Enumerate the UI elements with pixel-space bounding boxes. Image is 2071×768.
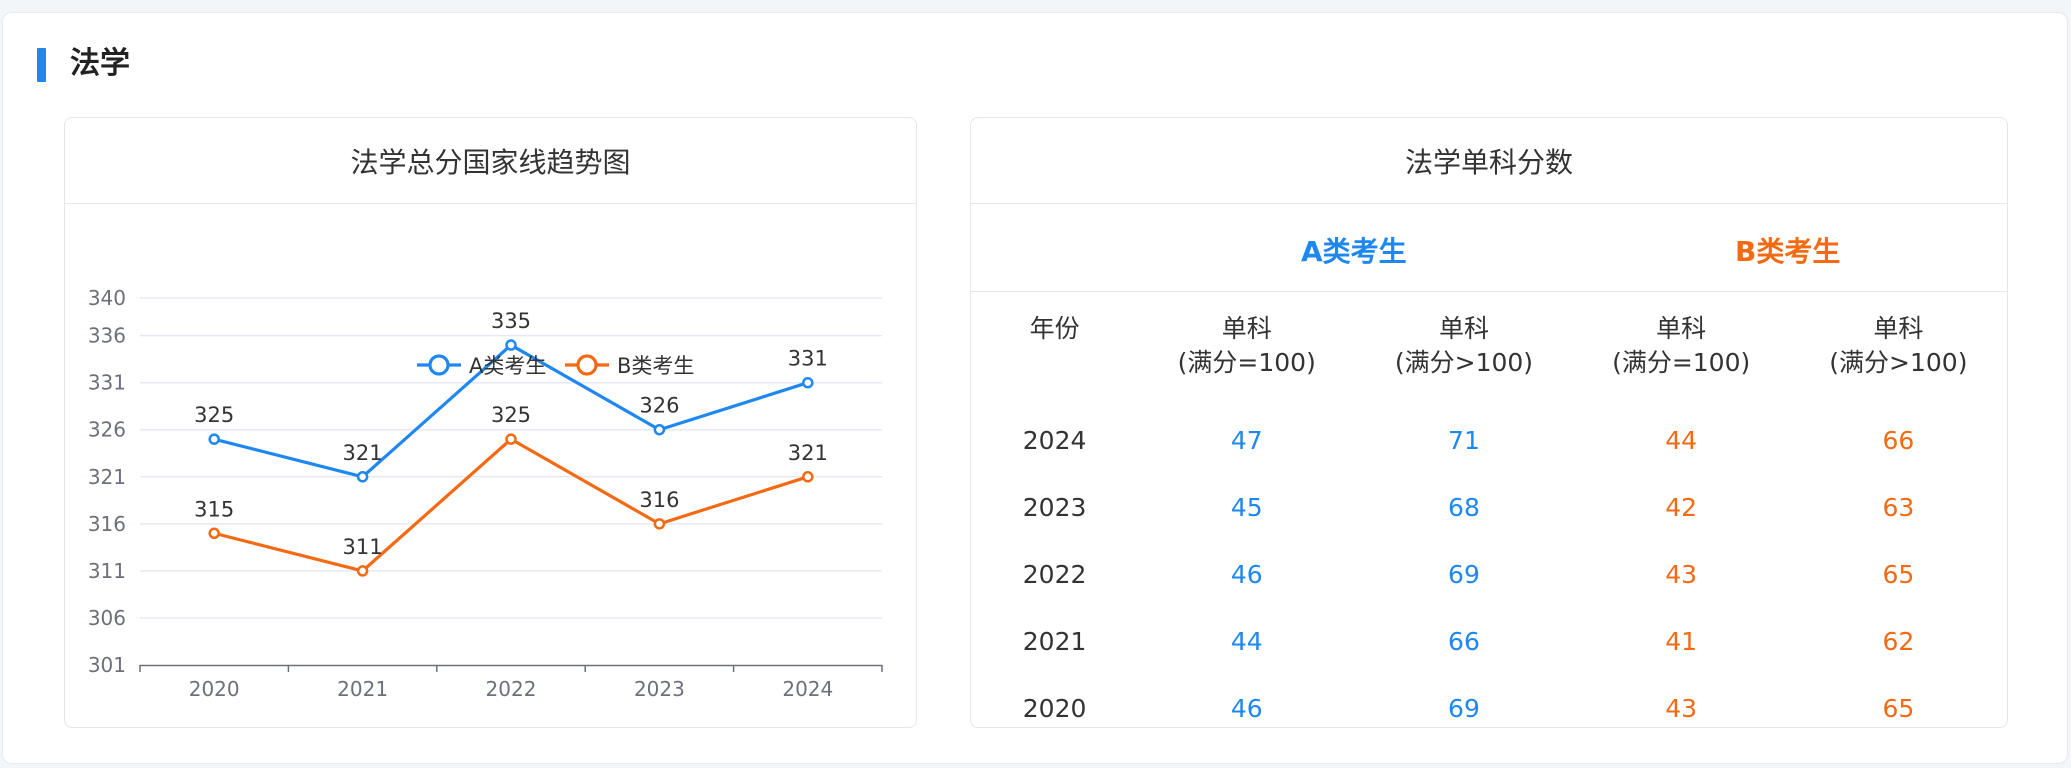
col-header-year: 年份 bbox=[971, 292, 1138, 407]
cell-year: 2022 bbox=[1022, 560, 1087, 589]
cell-a100: 45 bbox=[1230, 493, 1263, 522]
y-tick-label: 311 bbox=[88, 559, 126, 583]
cell-b-gt100: 66 bbox=[1882, 426, 1915, 455]
col-header-b100: 单科 (满分=100) bbox=[1573, 292, 1790, 407]
table-row: 2023 45 68 42 63 bbox=[971, 474, 2007, 541]
cell-a-gt100: 69 bbox=[1448, 694, 1480, 723]
header-divider bbox=[971, 291, 2007, 292]
score-table: 年份 单科 (满分=100) 单科 (满分>100) 单科 (满分=100) 单科 (满… bbox=[971, 292, 2007, 727]
data-point bbox=[653, 518, 666, 530]
section-title: 法学 bbox=[70, 46, 130, 81]
type-b-label: B类考生 bbox=[1735, 235, 1841, 268]
data-point bbox=[653, 423, 666, 436]
data-point bbox=[356, 565, 369, 577]
y-tick-label: 316 bbox=[88, 512, 126, 536]
score-table-title: 法学单科分数 bbox=[971, 118, 2007, 204]
table-row: 2022 46 69 43 65 bbox=[971, 541, 2007, 608]
data-label: 331 bbox=[788, 347, 828, 371]
cell-year: 2021 bbox=[1022, 627, 1087, 656]
col-header-a-gt100-label: 单科 (满分>100) bbox=[1394, 314, 1534, 377]
data-label: 321 bbox=[343, 441, 383, 465]
col-header-b-gt100-label: 单科 (满分>100) bbox=[1829, 314, 1968, 377]
cell-a100: 47 bbox=[1230, 426, 1263, 455]
legend-marker-a bbox=[428, 354, 450, 376]
cell-year: 2024 bbox=[1022, 426, 1087, 455]
chart-card-title: 法学总分国家线趋势图 bbox=[65, 118, 916, 204]
y-tick-label: 336 bbox=[88, 324, 126, 348]
col-header-a-gt100: 单科 (满分>100) bbox=[1355, 292, 1572, 407]
col-header-b100-label: 单科 (满分=100) bbox=[1612, 314, 1751, 377]
data-point bbox=[505, 433, 517, 445]
table-row: 2021 44 66 41 62 bbox=[971, 608, 2007, 675]
data-label: 325 bbox=[194, 403, 234, 427]
table-row: 2020 46 69 43 65 bbox=[971, 675, 2007, 727]
type-a-label: A类考生 bbox=[1301, 235, 1407, 268]
x-tick-label: 2020 bbox=[189, 677, 240, 701]
y-tick-label: 326 bbox=[88, 418, 126, 442]
data-label: 316 bbox=[639, 488, 679, 512]
cell-a-gt100: 71 bbox=[1448, 426, 1480, 455]
chart-card: 法学总分国家线趋势图 301 306 311 316 321 326 331 336 340 20… bbox=[64, 117, 917, 728]
x-tick-label: 2024 bbox=[782, 677, 833, 701]
cell-b100: 42 bbox=[1665, 493, 1698, 522]
data-point bbox=[802, 471, 814, 483]
line-chart: 301 306 311 316 321 326 331 336 340 2020 2021 2022 2… bbox=[88, 286, 883, 701]
legend-label-a: A类考生 bbox=[469, 354, 546, 378]
y-tick-label: 340 bbox=[88, 286, 126, 310]
data-label: 311 bbox=[343, 535, 383, 559]
cell-a-gt100: 68 bbox=[1448, 493, 1480, 522]
cell-b-gt100: 63 bbox=[1882, 493, 1915, 522]
cell-a-gt100: 69 bbox=[1448, 560, 1480, 589]
score-table-header-row: 年份 单科 (满分=100) 单科 (满分>100) 单科 (满分=100) 单科 (满… bbox=[971, 292, 2007, 407]
cell-a-gt100: 66 bbox=[1448, 627, 1480, 656]
data-point bbox=[356, 471, 369, 483]
series-line-b bbox=[213, 437, 809, 573]
col-header-year-label: 年份 bbox=[1029, 314, 1080, 343]
data-label: 315 bbox=[194, 497, 234, 521]
y-tick-label: 301 bbox=[88, 653, 126, 677]
cell-b-gt100: 65 bbox=[1882, 560, 1915, 589]
data-label: 325 bbox=[491, 403, 531, 427]
cell-a100: 46 bbox=[1230, 694, 1263, 723]
cell-a100: 46 bbox=[1230, 560, 1263, 589]
col-header-a100: 单科 (满分=100) bbox=[1138, 292, 1355, 407]
col-header-a100-label: 单科 (满分=100) bbox=[1177, 314, 1316, 377]
y-tick-label: 306 bbox=[88, 606, 126, 630]
data-point bbox=[505, 339, 517, 351]
data-point bbox=[208, 433, 220, 445]
section-accent-bar bbox=[37, 48, 46, 82]
cell-year: 2020 bbox=[1022, 694, 1087, 723]
cell-b100: 43 bbox=[1665, 694, 1698, 723]
data-label: 321 bbox=[788, 441, 828, 465]
cell-b100: 44 bbox=[1665, 426, 1698, 455]
y-tick-label: 321 bbox=[88, 465, 126, 489]
x-tick-label: 2023 bbox=[634, 677, 685, 701]
cell-b100: 41 bbox=[1665, 627, 1698, 656]
cell-b-gt100: 62 bbox=[1882, 627, 1915, 656]
cell-a100: 44 bbox=[1230, 627, 1263, 656]
legend-marker-b bbox=[576, 354, 598, 376]
score-table-card: 法学单科分数 A类考生 B类考生 年份 单科 (满分=100) 单科 (满分>100… bbox=[970, 117, 2008, 728]
x-tick-label: 2022 bbox=[486, 677, 537, 701]
cell-year: 2023 bbox=[1022, 493, 1087, 522]
data-point bbox=[208, 527, 220, 540]
cell-b100: 43 bbox=[1665, 560, 1698, 589]
data-label: 335 bbox=[491, 309, 531, 333]
data-point bbox=[802, 376, 814, 389]
col-header-b-gt100: 单科 (满分>100) bbox=[1790, 292, 2007, 407]
cell-b-gt100: 65 bbox=[1882, 694, 1915, 723]
y-tick-label: 331 bbox=[88, 371, 126, 395]
table-row: 2024 47 71 44 66 bbox=[971, 407, 2007, 474]
legend-label-b: B类考生 bbox=[617, 354, 694, 378]
x-tick-label: 2021 bbox=[337, 677, 388, 701]
data-label: 326 bbox=[639, 394, 679, 418]
